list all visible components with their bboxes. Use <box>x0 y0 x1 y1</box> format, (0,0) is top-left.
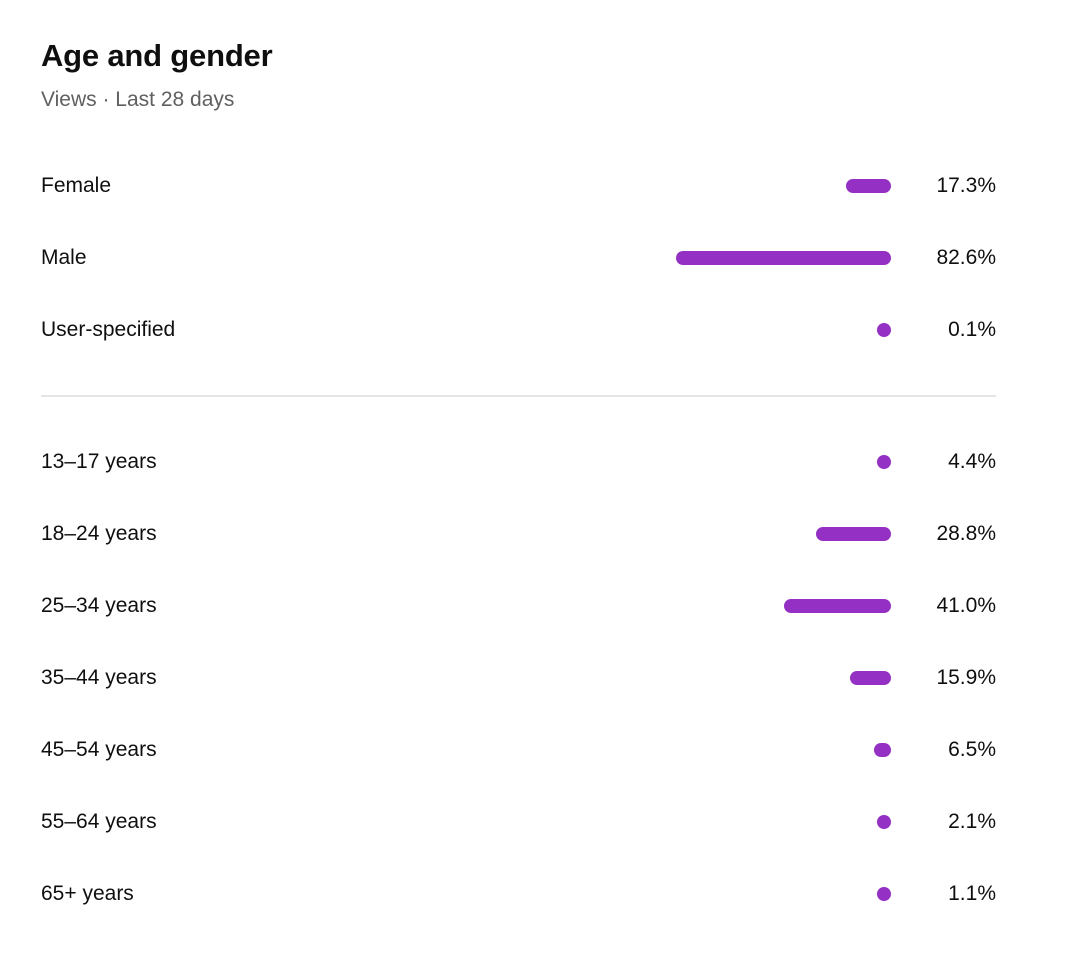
age-percent: 1.1% <box>948 882 996 905</box>
age-bar <box>849 671 891 685</box>
gender-bar <box>846 179 891 193</box>
age-label: 35–44 years <box>41 666 157 689</box>
age-bar <box>816 527 891 541</box>
age-bar <box>784 599 891 613</box>
age-row: 65+ years 1.1% <box>41 858 996 930</box>
card-subtitle: Views · Last 28 days <box>41 88 235 111</box>
age-percent: 41.0% <box>936 594 996 617</box>
gender-label: Female <box>41 174 112 197</box>
gender-row: User-specified 0.1% <box>41 294 996 366</box>
gender-percent: 0.1% <box>948 318 996 341</box>
age-label: 45–54 years <box>41 738 157 761</box>
age-percent: 4.4% <box>948 450 996 473</box>
age-label: 13–17 years <box>41 450 157 473</box>
age-label: 18–24 years <box>41 522 157 545</box>
age-percent: 28.8% <box>936 522 996 545</box>
gender-percent: 17.3% <box>936 174 996 197</box>
age-bar <box>877 887 891 901</box>
gender-bar <box>676 251 891 265</box>
age-row: 55–64 years 2.1% <box>41 786 996 858</box>
gender-percent: 82.6% <box>936 246 996 269</box>
section-divider <box>41 395 996 397</box>
age-label: 25–34 years <box>41 594 157 617</box>
age-bar <box>877 815 891 829</box>
age-bar <box>874 743 891 757</box>
age-percent: 2.1% <box>948 810 996 833</box>
gender-row: Female 17.3% <box>41 150 996 222</box>
age-row: 35–44 years 15.9% <box>41 642 996 714</box>
gender-label: User-specified <box>41 318 176 341</box>
age-bar <box>877 455 891 469</box>
age-percent: 15.9% <box>936 666 996 689</box>
gender-bar <box>877 323 891 337</box>
gender-label: Male <box>41 246 87 269</box>
gender-breakdown: Female 17.3% Male 82.6% User-specified 0… <box>41 150 996 366</box>
age-label: 65+ years <box>41 882 134 905</box>
age-percent: 6.5% <box>948 738 996 761</box>
age-breakdown: 13–17 years 4.4% 18–24 years 28.8% 25–34… <box>41 426 996 930</box>
gender-row: Male 82.6% <box>41 222 996 294</box>
age-label: 55–64 years <box>41 810 157 833</box>
age-row: 13–17 years 4.4% <box>41 426 996 498</box>
age-row: 45–54 years 6.5% <box>41 714 996 786</box>
age-row: 18–24 years 28.8% <box>41 498 996 570</box>
age-row: 25–34 years 41.0% <box>41 570 996 642</box>
card-title: Age and gender <box>41 38 273 73</box>
